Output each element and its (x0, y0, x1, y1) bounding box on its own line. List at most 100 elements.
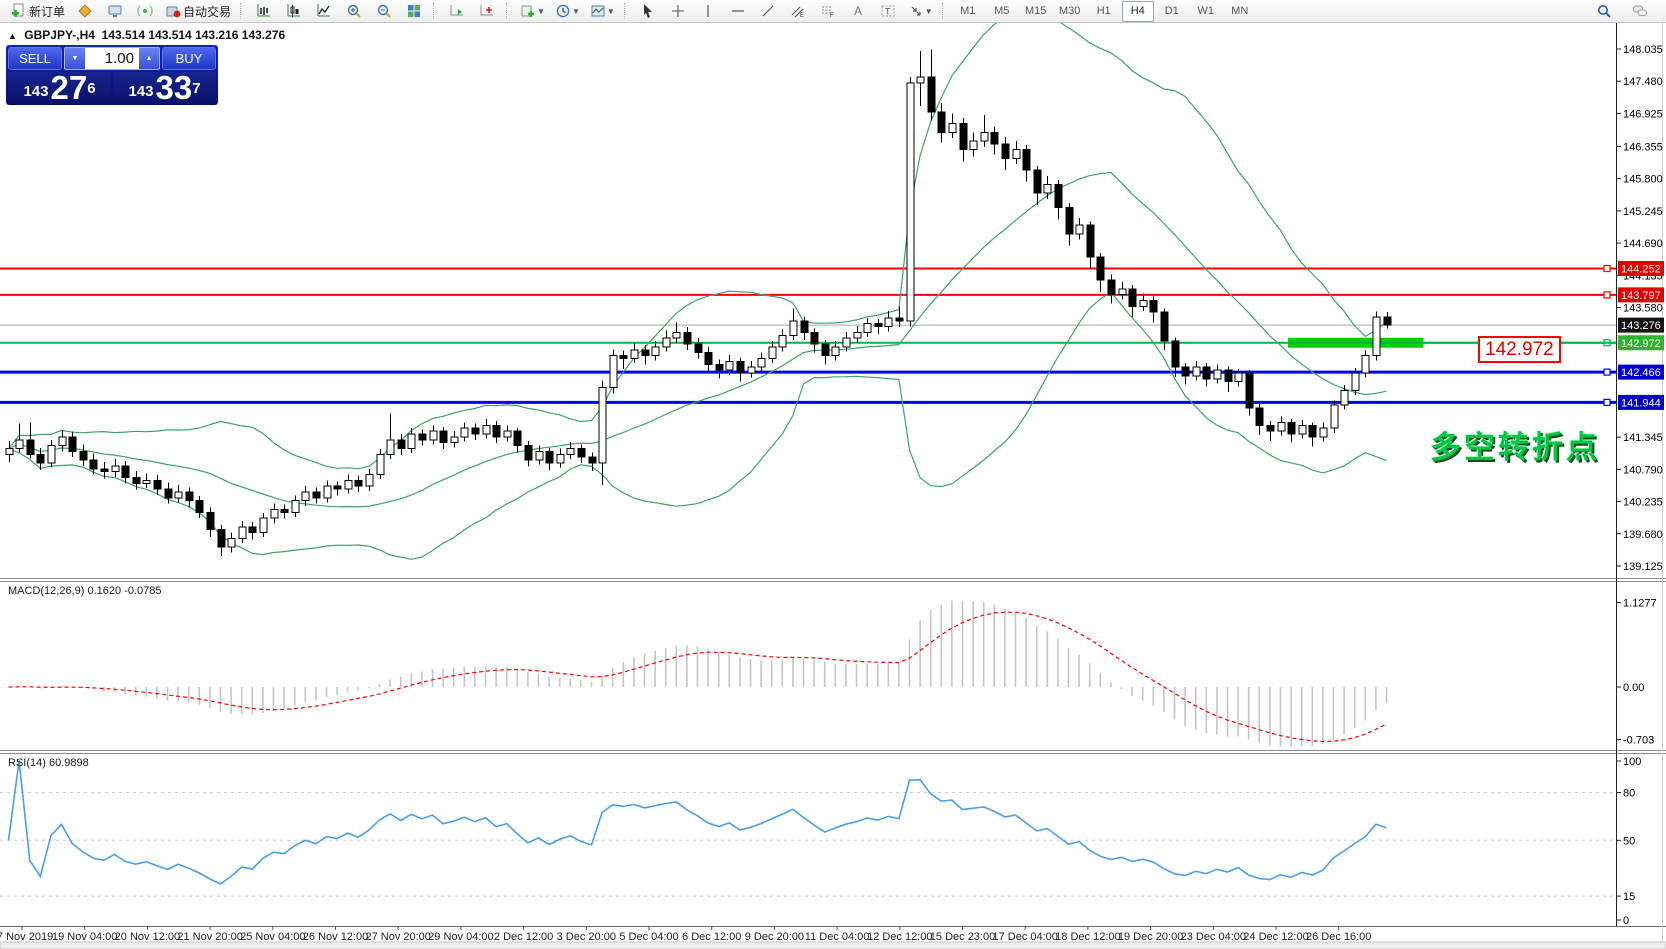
favorites-icon (78, 4, 92, 18)
price-badge-text: 144.252 (1621, 263, 1661, 275)
candle (460, 427, 469, 438)
time-tick: 26 Dec 16:00 (1306, 931, 1371, 943)
line-handle[interactable] (1603, 368, 1611, 376)
chat-button[interactable] (1626, 1, 1654, 22)
time-tick: 19 Dec 20:00 (1118, 931, 1183, 943)
timeframe-D1[interactable]: D1 (1164, 5, 1179, 17)
candle (36, 453, 45, 464)
price-tick: 146.355 (1623, 141, 1663, 153)
timeframe-M30[interactable]: M30 (1059, 5, 1081, 17)
candle (1202, 366, 1211, 380)
line-chart-button[interactable] (310, 1, 338, 22)
crosshair-button[interactable] (664, 1, 692, 22)
text-tool-button[interactable]: A (844, 1, 872, 22)
candle (1065, 207, 1074, 235)
candle (100, 468, 109, 473)
auto-scroll-button[interactable] (443, 1, 471, 22)
zoom-out-button[interactable] (370, 1, 398, 22)
fibonacci-tool-button[interactable]: F (814, 1, 842, 22)
chart-shift-button[interactable] (473, 1, 501, 22)
terminal-button[interactable] (101, 1, 129, 22)
price-axis: 148.035 147.480 146.925 146.355 145.800 145.2… (1616, 44, 1664, 573)
cursor-button[interactable] (634, 1, 662, 22)
timeframe-M1[interactable]: M1 (960, 5, 976, 17)
zoom-in-button[interactable] (340, 1, 368, 22)
candle (301, 491, 310, 502)
candle (153, 479, 162, 490)
price-callout-label[interactable]: 142.972 (1478, 336, 1561, 363)
candle (333, 485, 342, 490)
search-button[interactable] (1590, 1, 1618, 22)
line-handle[interactable] (1603, 398, 1611, 406)
price-badge-text: 143.276 (1621, 320, 1661, 332)
candle (1128, 288, 1137, 307)
candle (248, 526, 257, 534)
candle (142, 479, 151, 484)
candlestick-button[interactable] (280, 1, 308, 22)
turning-point-annotation[interactable]: 多空转折点 (1430, 430, 1600, 465)
periods-button[interactable]: ▼ (551, 1, 584, 22)
buy-price-base: 143 (128, 83, 154, 100)
hline-tool-button[interactable] (724, 1, 752, 22)
sell-price-point: 6 (87, 80, 96, 97)
label-tool-button[interactable]: T (874, 1, 902, 22)
line-handle[interactable] (1603, 291, 1611, 299)
volume-value[interactable]: 1.00 (104, 50, 134, 67)
favorites-button[interactable] (71, 1, 99, 22)
timeframe-M5[interactable]: M5 (994, 5, 1010, 17)
chart-type-group (247, 1, 431, 22)
timeframe-H1[interactable]: H1 (1096, 5, 1111, 17)
buy-button[interactable]: BUY (162, 47, 216, 70)
candle (5, 447, 14, 455)
time-tick: 3 Dec 20:00 (557, 931, 616, 943)
panel-frames (0, 23, 1666, 949)
bar-chart-icon (257, 4, 271, 17)
signals-button[interactable] (131, 1, 159, 22)
indicators-add-button[interactable]: ▼ (516, 1, 549, 22)
new-order-button[interactable]: 新订单 (7, 1, 69, 22)
vline-tool-button[interactable] (694, 1, 722, 22)
search-icon (1598, 5, 1611, 18)
channel-tool-button[interactable]: E (784, 1, 812, 22)
dropdown-caret-icon: ▼ (606, 6, 615, 16)
candle (270, 508, 279, 519)
buy-price[interactable]: 143 33 7 (113, 69, 216, 106)
buy-price-point: 7 (192, 80, 201, 97)
candle (1245, 372, 1254, 409)
candle (757, 358, 766, 368)
timeframe-M15[interactable]: M15 (1025, 5, 1047, 17)
sell-button[interactable]: SELL (8, 47, 62, 70)
drawing-tools-group: E F A T ▼ (631, 1, 940, 22)
time-tick: 17 Dec 04:00 (992, 931, 1057, 943)
timeframe-H4[interactable]: H4 (1121, 0, 1154, 22)
price-tick: 145.245 (1623, 206, 1663, 218)
candle (1139, 300, 1148, 307)
arrows-tool-button[interactable]: ▼ (904, 1, 937, 22)
buy-price-pips: 33 (155, 69, 193, 106)
periods-clock-icon (556, 4, 570, 18)
candle (513, 430, 522, 447)
candle (842, 337, 851, 348)
autotrade-button[interactable]: 自动交易 (161, 1, 235, 22)
timeframe-MN[interactable]: MN (1231, 5, 1249, 17)
trendline-tool-button[interactable] (754, 1, 782, 22)
candle (1234, 372, 1243, 383)
price-tick: 141.345 (1623, 432, 1663, 444)
rsi-layer (0, 760, 1616, 897)
candle (969, 140, 978, 151)
sell-price[interactable]: 143 27 6 (8, 71, 111, 104)
price-badge (1618, 287, 1664, 303)
volume-increase-button[interactable]: ▲ (139, 48, 159, 69)
candle (429, 430, 438, 441)
candle (323, 485, 332, 499)
candle (990, 131, 999, 145)
templates-button[interactable]: ▼ (586, 1, 619, 22)
line-handle[interactable] (1603, 264, 1611, 273)
macd-axis: 1.1277 0.00 -0.703 (1616, 598, 1657, 747)
candle (1022, 149, 1031, 171)
timeframe-W1[interactable]: W1 (1197, 5, 1214, 17)
volume-decrease-button[interactable]: ▼ (65, 48, 85, 69)
bar-chart-button[interactable] (250, 1, 278, 22)
tile-windows-button[interactable] (400, 1, 428, 22)
